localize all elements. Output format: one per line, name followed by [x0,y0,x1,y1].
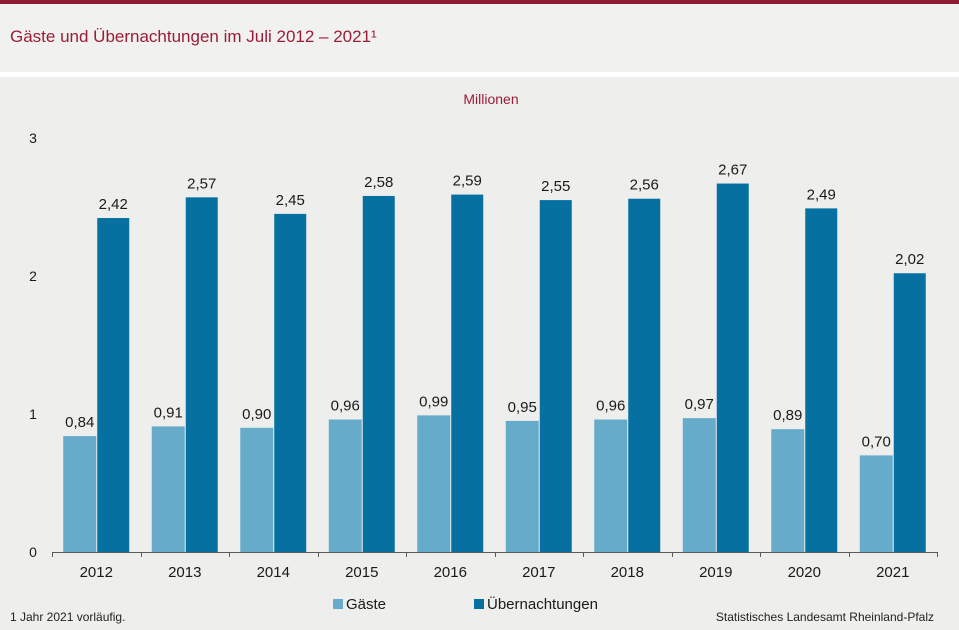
bar-overnight-stays-2019 [716,183,749,553]
y-tick-label: 3 [29,130,37,146]
y-tick-label: 1 [29,406,37,422]
bar-guests-2019 [682,418,716,552]
data-label-guests-2015: 0,96 [331,398,360,415]
x-tick-label-2018: 2018 [611,564,644,581]
bar-overnight-stays-2013 [185,197,218,552]
footnote: 1 Jahr 2021 vorläufig. [10,610,126,624]
data-label-guests-2013: 0,91 [154,404,183,421]
x-tick-label-2021: 2021 [876,564,909,581]
data-label-guests-2016: 0,99 [419,393,448,410]
data-label-overnight-stays-2020: 2,49 [807,186,836,203]
data-label-guests-2018: 0,96 [596,398,625,415]
legend-swatch-guests [333,599,343,609]
x-tick-label-2015: 2015 [345,564,378,581]
bar-guests-2016 [417,415,451,552]
bar-overnight-stays-2021 [893,273,926,552]
data-label-overnight-stays-2021: 2,02 [895,251,924,268]
data-label-overnight-stays-2019: 2,67 [718,162,747,179]
chart-title: Gäste und Übernachtungen im Juli 2012 – … [10,27,377,46]
bar-overnight-stays-2018 [628,198,661,552]
legend-label-overnight-stays: Übernachtungen [487,595,598,613]
y-tick-label: 0 [29,544,37,560]
data-label-overnight-stays-2014: 2,45 [276,192,305,209]
data-label-overnight-stays-2012: 2,42 [99,196,128,213]
data-label-overnight-stays-2017: 2,55 [541,178,570,195]
bar-overnight-stays-2020 [805,208,838,552]
y-axis-unit-label: Millionen [463,91,518,107]
data-label-guests-2014: 0,90 [242,406,271,423]
bar-guests-2018 [594,419,628,552]
data-label-guests-2019: 0,97 [685,396,714,413]
data-label-overnight-stays-2016: 2,59 [453,173,482,190]
bar-guests-2012 [63,436,97,552]
bar-guests-2021 [859,455,893,552]
x-tick-label-2012: 2012 [80,564,113,581]
bar-overnight-stays-2016 [451,194,484,552]
bar-guests-2020 [771,429,805,552]
bar-overnight-stays-2015 [362,195,395,552]
header-separator [0,72,959,77]
bar-guests-2015 [328,419,362,552]
data-label-overnight-stays-2015: 2,58 [364,174,393,191]
x-tick-label-2016: 2016 [434,564,467,581]
data-label-guests-2012: 0,84 [65,414,94,431]
bar-overnight-stays-2014 [274,213,307,552]
data-label-overnight-stays-2013: 2,57 [187,175,216,192]
source-credit: Statistisches Landesamt Rheinland-Pfalz [715,610,934,624]
bar-overnight-stays-2017 [539,200,572,552]
x-tick-label-2020: 2020 [788,564,821,581]
bar-overnight-stays-2012 [97,218,130,553]
bar-guests-2017 [505,420,539,552]
header [0,4,959,72]
x-tick-label-2013: 2013 [168,564,201,581]
y-tick-label: 2 [29,268,37,284]
legend-swatch-overnight-stays [474,599,484,609]
data-label-overnight-stays-2018: 2,56 [630,177,659,194]
bar-guests-2013 [151,426,185,552]
data-label-guests-2017: 0,95 [508,399,537,416]
x-tick-label-2019: 2019 [699,564,732,581]
x-tick-label-2014: 2014 [257,564,290,581]
data-label-guests-2020: 0,89 [773,407,802,424]
legend-label-guests: Gäste [346,596,386,613]
x-tick-label-2017: 2017 [522,564,555,581]
bar-guests-2014 [240,427,274,552]
top-accent-bar [0,0,959,4]
data-label-guests-2021: 0,70 [862,433,891,450]
